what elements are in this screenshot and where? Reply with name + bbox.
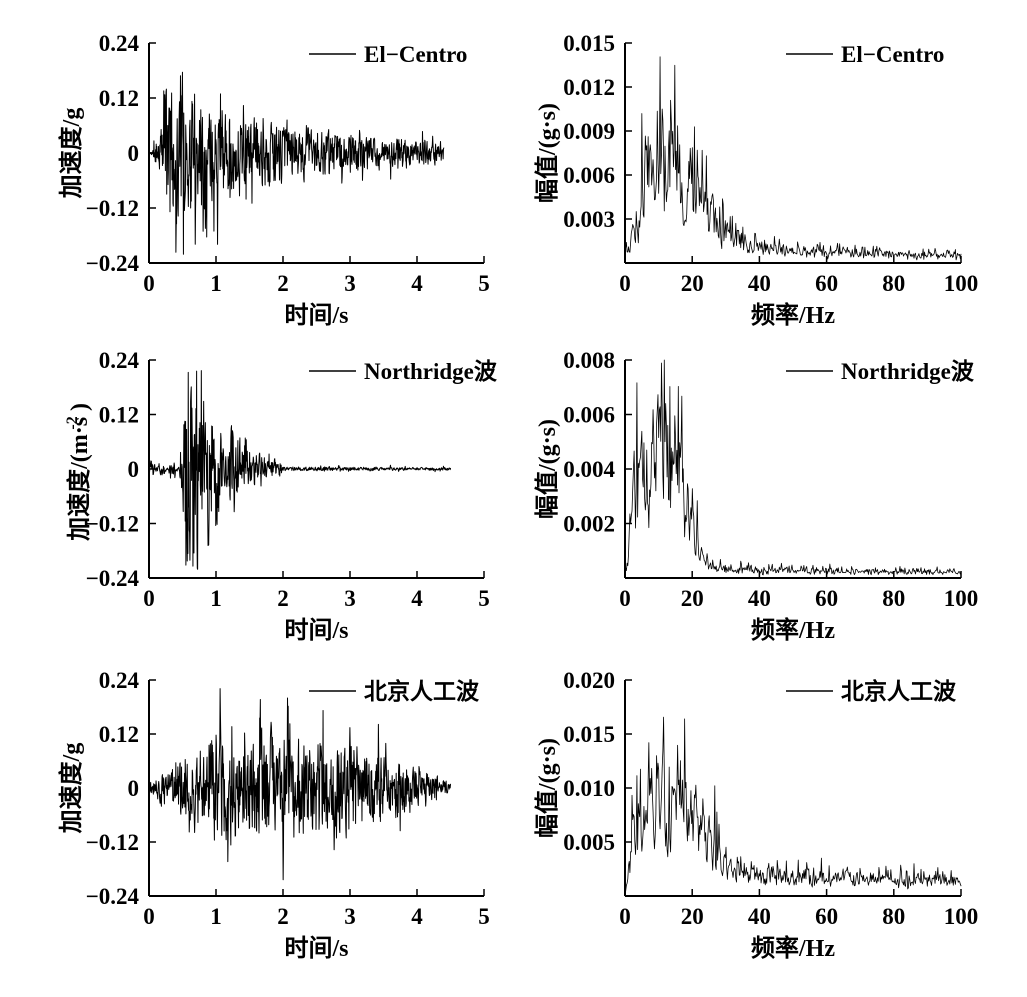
svg-text:5: 5 (478, 586, 490, 611)
svg-text:4: 4 (411, 586, 423, 611)
svg-text:0.004: 0.004 (563, 457, 615, 482)
svg-text:加速度/g: 加速度/g (57, 108, 85, 199)
svg-text:幅值/(g·s): 幅值/(g·s) (533, 419, 561, 519)
svg-text:时间/s: 时间/s (284, 935, 348, 962)
svg-text:80: 80 (882, 586, 905, 611)
svg-text:0.002: 0.002 (563, 512, 615, 537)
svg-text:1: 1 (210, 586, 222, 611)
svg-text:北京人工波: 北京人工波 (841, 678, 957, 704)
svg-text:El−Centro: El−Centro (841, 42, 944, 67)
svg-text:北京人工波: 北京人工波 (364, 678, 480, 704)
svg-text:40: 40 (748, 586, 771, 611)
svg-text:−0.12: −0.12 (86, 512, 139, 537)
svg-text:0.009: 0.009 (563, 119, 615, 144)
svg-text:1: 1 (210, 904, 222, 929)
svg-text:0: 0 (143, 271, 155, 296)
svg-text:3: 3 (344, 904, 356, 929)
svg-text:80: 80 (882, 271, 905, 296)
svg-text:幅值/(g·s): 幅值/(g·s) (533, 738, 561, 838)
svg-text:2: 2 (277, 904, 289, 929)
svg-text:0: 0 (619, 904, 631, 929)
svg-text:0.003: 0.003 (563, 207, 615, 232)
svg-text:60: 60 (815, 904, 838, 929)
svg-text:2: 2 (277, 586, 289, 611)
svg-text:加速度/g: 加速度/g (57, 743, 85, 834)
svg-text:−0.24: −0.24 (86, 251, 140, 276)
svg-text:0.24: 0.24 (99, 668, 140, 693)
svg-text:幅值/(g·s): 幅值/(g·s) (533, 103, 561, 203)
svg-text:2: 2 (277, 271, 289, 296)
svg-text:0: 0 (143, 904, 155, 929)
svg-text:时间/s: 时间/s (284, 617, 348, 644)
svg-text:): ) (67, 403, 93, 411)
svg-text:Northridge波: Northridge波 (841, 359, 975, 384)
svg-text:100: 100 (944, 586, 979, 611)
svg-text:1: 1 (210, 271, 222, 296)
svg-text:0: 0 (619, 586, 631, 611)
svg-text:0.008: 0.008 (563, 348, 615, 373)
svg-text:80: 80 (882, 904, 905, 929)
svg-text:3: 3 (344, 586, 356, 611)
svg-text:0: 0 (128, 776, 140, 801)
svg-text:El−Centro: El−Centro (364, 42, 467, 67)
svg-text:4: 4 (411, 271, 423, 296)
svg-text:0.012: 0.012 (563, 75, 615, 100)
svg-text:100: 100 (944, 904, 979, 929)
svg-text:−0.12: −0.12 (86, 830, 139, 855)
svg-text:加速度/(m·s: 加速度/(m·s (65, 417, 93, 541)
svg-text:0.12: 0.12 (99, 403, 139, 428)
svg-text:0.12: 0.12 (99, 722, 139, 747)
svg-text:40: 40 (748, 271, 771, 296)
svg-text:频率/Hz: 频率/Hz (751, 616, 835, 644)
svg-text:0.005: 0.005 (563, 830, 615, 855)
svg-text:40: 40 (748, 904, 771, 929)
svg-text:0.24: 0.24 (99, 31, 140, 56)
svg-text:0: 0 (128, 457, 140, 482)
svg-text:0: 0 (619, 271, 631, 296)
svg-text:0: 0 (143, 586, 155, 611)
svg-text:0.010: 0.010 (563, 776, 615, 801)
svg-text:0.006: 0.006 (563, 163, 615, 188)
svg-text:频率/Hz: 频率/Hz (751, 934, 835, 962)
svg-text:0.006: 0.006 (563, 403, 615, 428)
svg-text:−0.12: −0.12 (86, 196, 139, 221)
svg-text:0: 0 (128, 141, 140, 166)
svg-text:频率/Hz: 频率/Hz (751, 301, 835, 329)
svg-text:−0.24: −0.24 (86, 566, 140, 591)
svg-text:0.015: 0.015 (563, 31, 615, 56)
svg-text:5: 5 (478, 271, 490, 296)
svg-text:100: 100 (944, 271, 979, 296)
svg-text:20: 20 (681, 904, 704, 929)
svg-text:0.24: 0.24 (99, 348, 140, 373)
svg-text:60: 60 (815, 271, 838, 296)
svg-text:Northridge波: Northridge波 (364, 359, 498, 384)
svg-text:−0.24: −0.24 (86, 884, 140, 909)
svg-text:0.015: 0.015 (563, 722, 615, 747)
svg-text:4: 4 (411, 904, 423, 929)
svg-text:0.12: 0.12 (99, 86, 139, 111)
svg-text:0.020: 0.020 (563, 668, 615, 693)
svg-text:3: 3 (344, 271, 356, 296)
svg-text:20: 20 (681, 271, 704, 296)
svg-text:20: 20 (681, 586, 704, 611)
svg-text:60: 60 (815, 586, 838, 611)
svg-text:-2: -2 (64, 416, 81, 429)
svg-text:5: 5 (478, 904, 490, 929)
svg-text:时间/s: 时间/s (284, 302, 348, 329)
